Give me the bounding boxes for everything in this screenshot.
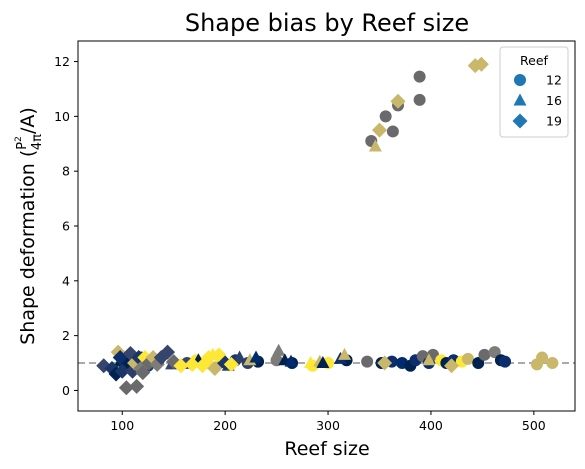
legend-marker-triangle — [513, 93, 527, 106]
data-point-circle — [461, 352, 474, 365]
data-point-circle — [413, 93, 426, 106]
y-tick-label: 10 — [54, 109, 70, 124]
legend-label: 19 — [546, 114, 562, 129]
data-point-triangle — [338, 347, 352, 360]
data-point-triangle — [422, 353, 436, 366]
legend: Reef 12 16 19 — [499, 46, 569, 138]
data-point-diamond — [201, 350, 217, 366]
data-point-diamond — [118, 380, 134, 396]
data-point-circle — [413, 70, 426, 83]
data-point-triangle — [233, 350, 247, 363]
data-points-layer — [96, 56, 559, 396]
data-point-circle — [379, 110, 392, 123]
x-tick-label: 100 — [110, 418, 134, 433]
data-point-circle — [488, 346, 501, 359]
data-point-diamond — [184, 356, 200, 372]
x-tick-label: 200 — [213, 418, 237, 433]
data-point-triangle — [368, 139, 382, 152]
y-axis-label-frac-denominator: 4π — [30, 134, 45, 150]
data-point-triangle — [284, 354, 298, 367]
data-point-diamond — [371, 122, 387, 138]
chart-title: Shape bias by Reef size — [185, 9, 469, 37]
y-tick-label: 8 — [62, 164, 70, 179]
data-point-circle — [536, 351, 549, 364]
data-point-circle — [546, 357, 559, 370]
y-tick-label: 6 — [62, 219, 70, 234]
y-axis-label-prefix: Shape deformation ( — [17, 150, 39, 345]
data-point-diamond — [129, 378, 145, 394]
data-point-circle — [386, 125, 399, 138]
data-point-circle — [472, 357, 485, 370]
y-tick-label: 12 — [54, 54, 70, 69]
y-tick-label: 4 — [62, 273, 70, 288]
data-point-triangle — [304, 356, 318, 369]
y-axis-label-frac-exponent: 2 — [14, 136, 24, 142]
data-point-circle — [499, 355, 512, 368]
plot-area — [77, 40, 576, 412]
data-point-circle — [478, 348, 491, 361]
data-point-circle — [361, 355, 374, 368]
data-point-diamond — [473, 56, 489, 72]
legend-label: 12 — [546, 73, 562, 88]
data-point-diamond — [390, 93, 406, 109]
data-point-diamond — [207, 361, 223, 377]
data-point-triangle — [272, 343, 286, 356]
data-point-diamond — [114, 363, 130, 379]
y-axis-label: Shape deformation (P2 4π/A) — [14, 107, 45, 345]
data-point-diamond — [160, 344, 176, 360]
x-axis-label: Reef size — [284, 438, 369, 460]
x-axis-ticks: 100 200 300 400 500 — [110, 411, 546, 433]
legend-title: Reef — [520, 53, 549, 68]
data-point-diamond — [377, 355, 393, 371]
data-point-diamond — [444, 358, 460, 374]
data-point-diamond — [173, 358, 189, 374]
legend-label: 16 — [546, 93, 562, 108]
data-point-triangle — [249, 350, 263, 363]
y-axis-label-frac-numerator: P — [15, 142, 30, 150]
y-tick-label: 0 — [62, 383, 70, 398]
legend-box — [499, 46, 569, 138]
y-axis-label-suffix: /A) — [17, 107, 39, 134]
legend-entries: 12 16 19 — [512, 73, 562, 129]
legend-marker-circle — [514, 74, 526, 86]
x-tick-label: 500 — [522, 418, 546, 433]
data-point-diamond — [223, 356, 239, 372]
legend-marker-diamond — [512, 113, 528, 129]
x-tick-label: 300 — [316, 418, 340, 433]
y-tick-label: 2 — [62, 328, 70, 343]
data-point-diamond — [135, 365, 151, 381]
y-axis-ticks: 0 2 4 6 8 10 12 — [54, 54, 78, 398]
x-tick-label: 400 — [419, 418, 443, 433]
data-point-triangle — [316, 356, 330, 369]
